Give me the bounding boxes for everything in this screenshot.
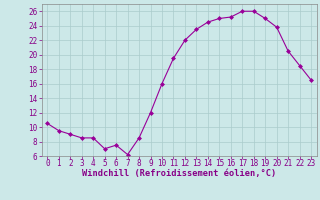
X-axis label: Windchill (Refroidissement éolien,°C): Windchill (Refroidissement éolien,°C): [82, 169, 276, 178]
